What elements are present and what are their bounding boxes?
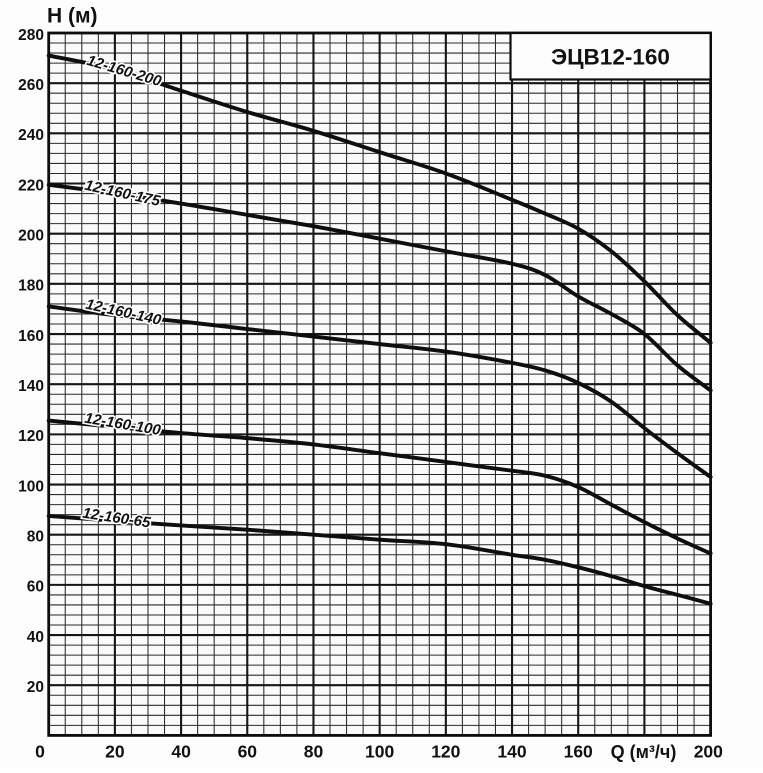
svg-text:H (м): H (м) [47,5,98,28]
svg-text:140: 140 [18,378,44,395]
svg-text:280: 280 [18,27,44,44]
svg-text:ЭЦВ12-160: ЭЦВ12-160 [551,45,670,70]
svg-text:40: 40 [171,742,191,762]
svg-text:20: 20 [105,742,125,762]
svg-text:20: 20 [27,679,44,696]
svg-text:40: 40 [27,629,44,646]
svg-text:60: 60 [238,742,258,762]
svg-text:200: 200 [18,228,44,245]
svg-text:120: 120 [431,742,460,762]
svg-text:100: 100 [365,742,394,762]
svg-text:0: 0 [35,742,45,762]
svg-text:100: 100 [18,478,44,495]
svg-text:Q (м³/ч): Q (м³/ч) [611,742,677,762]
svg-text:160: 160 [564,742,593,762]
svg-text:80: 80 [27,529,44,546]
svg-text:200: 200 [694,742,723,762]
svg-text:60: 60 [27,579,44,596]
svg-text:120: 120 [18,428,44,445]
svg-text:180: 180 [18,278,44,295]
svg-text:160: 160 [18,328,44,345]
svg-text:140: 140 [497,742,526,762]
svg-text:240: 240 [18,127,44,144]
svg-text:260: 260 [18,77,44,94]
svg-text:80: 80 [304,742,324,762]
svg-text:220: 220 [18,177,44,194]
